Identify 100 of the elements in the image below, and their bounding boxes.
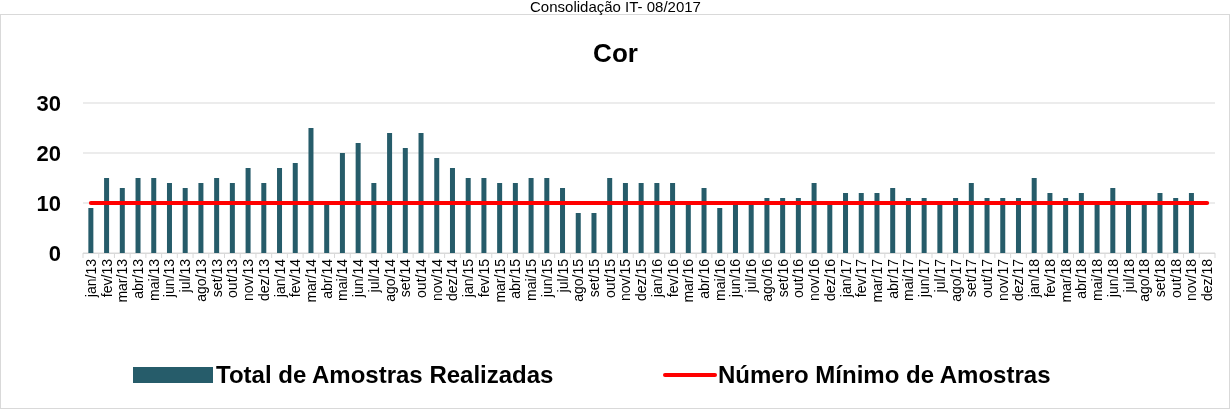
x-tick-label: fev/17 (853, 258, 870, 298)
x-tick-label: jun/14 (350, 258, 367, 299)
bar (104, 178, 110, 253)
bar (371, 183, 377, 253)
bar (937, 203, 943, 253)
x-tick-label: jul/13 (177, 258, 194, 294)
bar (795, 198, 801, 253)
bar (1110, 188, 1116, 253)
x-tick-label: mai/14 (334, 258, 351, 302)
x-tick-label: out/16 (790, 258, 807, 298)
x-tick-label: set/13 (208, 258, 225, 298)
x-tick-label: nov/13 (240, 258, 257, 302)
bar (277, 168, 283, 253)
bar (481, 178, 487, 253)
bar (497, 183, 503, 253)
x-tick-label: abr/15 (507, 258, 524, 299)
x-tick-label: jun/18 (1104, 258, 1121, 299)
bar (953, 198, 959, 253)
x-tick-label: out/14 (413, 258, 430, 298)
bar (921, 198, 927, 253)
y-tick-label: 20 (36, 140, 61, 166)
bar (560, 188, 566, 253)
x-tick-label: ago/15 (570, 258, 587, 302)
bar (355, 143, 361, 253)
bar (119, 188, 125, 253)
bar (449, 168, 455, 253)
x-tick-label: nov/14 (428, 258, 445, 302)
bar (339, 153, 345, 253)
x-tick-label: ago/17 (947, 258, 964, 302)
x-tick-label: jul/16 (743, 258, 760, 294)
x-tick-label: mai/13 (145, 258, 162, 302)
bar (1094, 203, 1100, 253)
bar (88, 208, 94, 253)
x-tick-label: mai/15 (523, 258, 540, 302)
x-tick-label: dez/13 (255, 258, 272, 302)
bar (1063, 198, 1069, 253)
bar (905, 198, 911, 253)
bar (984, 198, 990, 253)
x-tick-label: nov/15 (617, 258, 634, 302)
bar (858, 193, 864, 253)
bar (622, 183, 628, 253)
x-tick-label: jan/15 (460, 258, 477, 299)
x-tick-label: out/13 (224, 258, 241, 298)
x-tick-label: nov/16 (806, 258, 823, 302)
bar (182, 188, 188, 253)
x-tick-label: jul/18 (1120, 258, 1137, 294)
bar (764, 198, 770, 253)
x-tick-label: set/18 (1151, 258, 1168, 298)
x-tick-label: mai/16 (711, 258, 728, 302)
bar (229, 183, 235, 253)
bar (1031, 178, 1037, 253)
x-tick-label: dez/17 (1010, 258, 1027, 302)
x-tick-label: dez/15 (633, 258, 650, 302)
bar (701, 188, 707, 253)
bar (843, 193, 849, 253)
x-tick-label: jun/13 (161, 258, 178, 299)
bar (685, 203, 691, 253)
x-tick-label: out/18 (1167, 258, 1184, 298)
bar (968, 183, 974, 253)
x-tick-label: fev/13 (98, 258, 115, 298)
bar (292, 163, 298, 253)
x-tick-label: jun/16 (727, 258, 744, 299)
x-tick-label: fev/14 (287, 258, 304, 298)
bar (1157, 193, 1163, 253)
x-tick-label: fev/18 (1041, 258, 1058, 298)
bar (1126, 203, 1132, 253)
text: Consolidação IT- 08/2017 (530, 0, 701, 15)
bar (1047, 193, 1053, 253)
x-tick-label: mai/18 (1089, 258, 1106, 302)
bar (402, 148, 408, 253)
bar (418, 133, 424, 253)
x-tick-label: nov/18 (1183, 258, 1200, 302)
x-tick-label: abr/17 (884, 258, 901, 299)
bar (1078, 193, 1084, 253)
x-tick-label: out/17 (979, 258, 996, 298)
bar (874, 193, 880, 253)
x-tick-label: mar/18 (1057, 258, 1074, 303)
x-tick-label: set/16 (774, 258, 791, 298)
bar (135, 178, 141, 253)
bar (512, 183, 518, 253)
bar (780, 198, 786, 253)
x-tick-label: jan/18 (1026, 258, 1043, 299)
legend-label: Total de Amostras Realizadas (216, 361, 554, 389)
bar (827, 203, 833, 253)
x-tick-label: mar/13 (114, 258, 131, 303)
bar (198, 183, 204, 253)
x-tick-label: set/17 (963, 258, 980, 298)
x-tick-label: ago/18 (1136, 258, 1153, 302)
bar (1173, 198, 1179, 253)
bar (591, 213, 597, 253)
chart-title: Cor (593, 38, 638, 68)
x-tick-label: dez/16 (821, 258, 838, 302)
x-tick-label: ago/16 (758, 258, 775, 302)
bar (166, 183, 172, 253)
x-tick-label: abr/14 (318, 258, 335, 299)
bar (732, 203, 738, 253)
x-tick-label: jun/17 (916, 258, 933, 299)
x-tick-label: dez/18 (1199, 258, 1216, 302)
bar (654, 183, 660, 253)
bar (387, 133, 393, 253)
